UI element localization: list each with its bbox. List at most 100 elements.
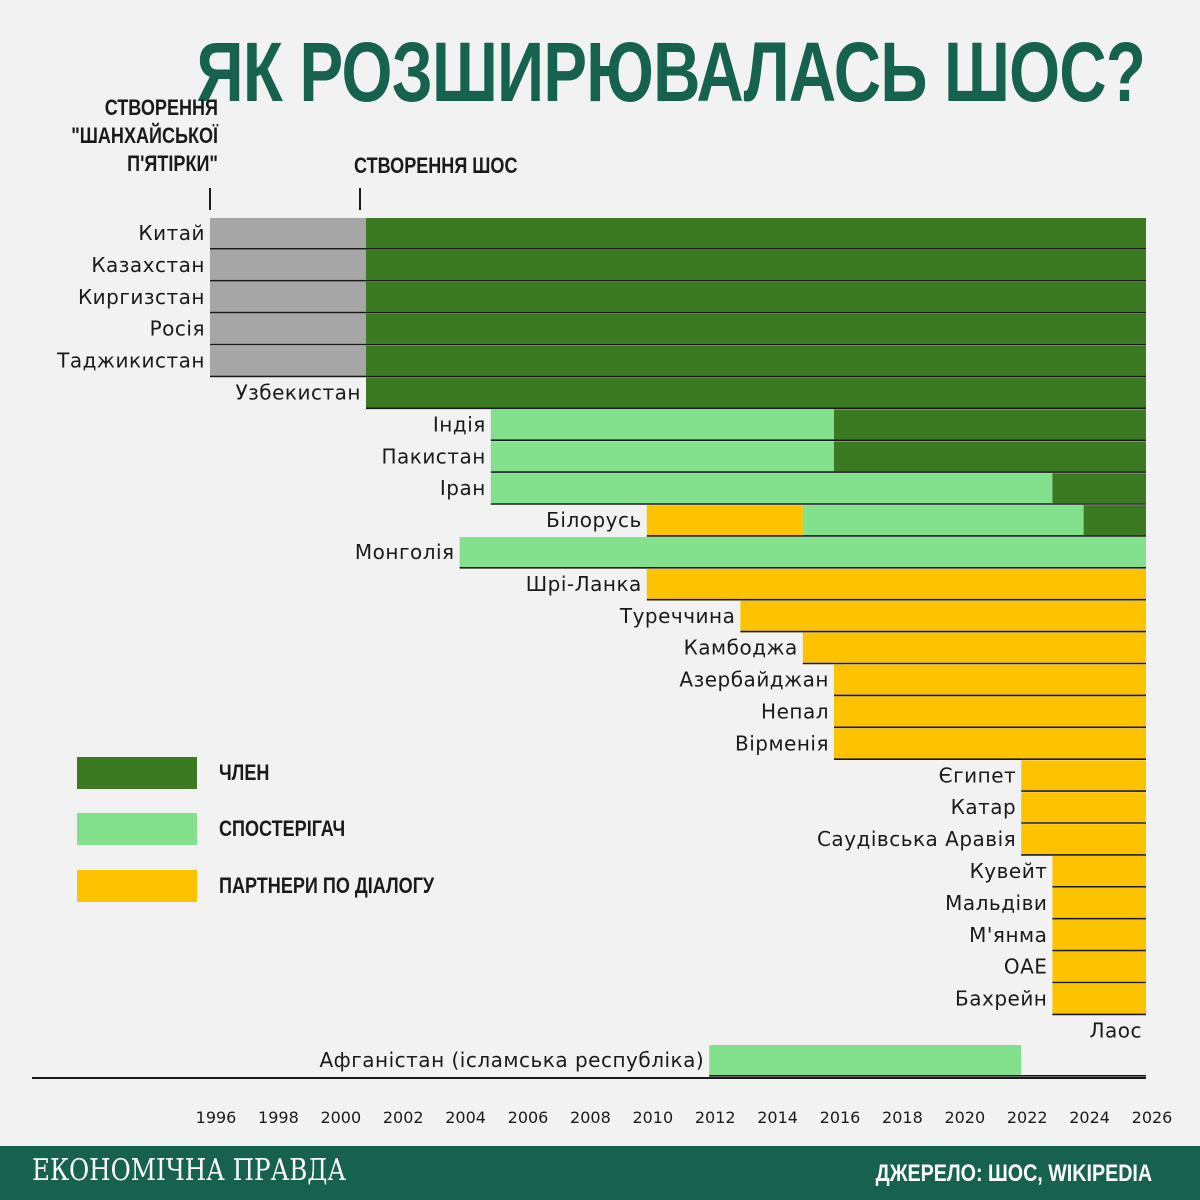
annotation-shanghai-five-line-2: "ШАНХАЙСЬКОЇ [71,123,218,148]
x-tick-2020: 2020 [944,1108,985,1127]
bar-таджикистан-member [366,345,1146,376]
country-label-єгипет: Єгипет [939,763,1017,787]
x-tick-2018: 2018 [882,1108,923,1127]
bar-індія-observer [490,409,834,440]
legend-label-dialogue-partner: ПАРТНЕРИ ПО ДІАЛОГУ [219,873,435,898]
brand-logo: ЕКОНОМІЧНА ПРАВДА [32,1153,346,1188]
country-label-індія: Індія [433,412,486,436]
bar-киргизстан-shanghai-five [210,281,366,312]
country-label-оае: ОАЕ [1004,955,1048,979]
country-label-узбекистан: Узбекистан [235,381,361,405]
bar-кувейт-dialogue-partner [1052,856,1146,886]
x-tick-2026: 2026 [1132,1108,1173,1127]
annotation-sco-founding: СТВОРЕННЯ ШОС [354,153,518,178]
bar-казахстан-member [366,249,1146,280]
x-tick-2002: 2002 [383,1108,424,1127]
bar-м-янма-dialogue-partner [1052,919,1146,950]
bar-росія-shanghai-five [210,313,366,344]
bar-пакистан-observer [490,441,834,472]
x-tick-1998: 1998 [258,1108,299,1127]
legend-swatch-dialogue-partner [77,870,197,902]
country-label-катар: Катар [951,795,1017,819]
annotation-shanghai-five-marker [209,188,211,210]
country-labels-layer: Китай Казахстан Киргизстан Росія Таджикистан… [56,221,1142,1072]
footer-bar [0,1146,1200,1200]
bar-росія-member [366,313,1146,344]
bar-узбекистан-member [366,377,1146,408]
bar-білорусь-dialogue-partner [646,505,803,536]
country-label-азербайджан: Азербайджан [679,668,829,692]
legend-swatch-member [77,757,197,789]
legend-swatch-observer [77,813,197,845]
bar-киргизстан-member [366,281,1146,312]
bar-шрі-ланка-dialogue-partner [646,568,1146,599]
country-label-мальдіви: Мальдіви [945,891,1047,915]
bar-бахрейн-dialogue-partner [1052,983,1146,1014]
country-label-шрі-ланка: Шрі-Ланка [526,572,642,596]
country-label-вірменія: Вірменія [735,731,829,755]
annotation-shanghai-five-line-3: П'ЯТІРКИ" [127,151,218,176]
bar-азербайджан-dialogue-partner [834,664,1146,695]
chart-title: ЯК РОЗШИРЮВАЛАСЬ ШОС? [196,25,1145,119]
bar-афганістан-ісламська-республіка-observer [709,1045,1022,1075]
bar-пакистан-member [834,441,1146,472]
country-label-бахрейн: Бахрейн [955,987,1047,1011]
country-label-м-янма: М'янма [969,923,1047,947]
bar-камбоджа-dialogue-partner [802,632,1146,663]
bar-таджикистан-shanghai-five [210,345,366,376]
country-label-туреччина: Туреччина [619,604,736,628]
bar-монголія-observer [459,537,1147,567]
x-tick-1996: 1996 [196,1108,237,1127]
bar-індія-member [834,409,1146,440]
x-tick-2004: 2004 [445,1108,486,1127]
x-tick-2022: 2022 [1007,1108,1048,1127]
country-label-киргизстан: Киргизстан [78,285,205,309]
bar-туреччина-dialogue-partner [740,600,1146,631]
x-tick-2006: 2006 [508,1108,549,1127]
bar-оае-dialogue-partner [1052,951,1146,982]
bar-китай-shanghai-five [210,218,366,248]
annotation-sco-founding-marker [359,188,361,210]
x-tick-2000: 2000 [320,1108,361,1127]
country-label-лаос: Лаос [1089,1019,1142,1043]
bar-непал-dialogue-partner [834,696,1146,727]
country-label-казахстан: Казахстан [91,253,205,277]
country-label-монголія: Монголія [355,540,455,564]
x-tick-2016: 2016 [820,1108,861,1127]
source-note: ДЖЕРЕЛО: ШОС, WIKIPEDIA [875,1160,1152,1187]
bar-білорусь-observer [802,505,1084,536]
bar-іран-observer [490,473,1053,504]
bar-китай-member [366,218,1146,248]
annotation-shanghai-five: СТВОРЕННЯ "ШАНХАЙСЬКОЇ П'ЯТІРКИ" [71,94,218,178]
bar-єгипет-dialogue-partner [1021,760,1146,791]
timeline-chart: Китай Казахстан Киргизстан Росія Таджикистан… [32,218,1173,1127]
country-label-іран: Іран [440,476,486,500]
bar-мальдіви-dialogue-partner [1052,887,1146,918]
country-label-таджикистан: Таджикистан [56,349,205,373]
country-label-китай: Китай [138,221,205,245]
bar-саудівська-аравія-dialogue-partner [1021,824,1146,855]
bars-layer [210,218,1147,1077]
x-tick-2012: 2012 [695,1108,736,1127]
country-label-кувейт: Кувейт [970,859,1048,883]
bar-вірменія-dialogue-partner [834,728,1146,759]
x-tick-labels: 1996 1998 2000 2002 2004 2006 2008 2010 2012 2014… [196,1108,1173,1127]
country-label-камбоджа: Камбоджа [684,636,798,660]
bar-білорусь-member [1083,505,1146,536]
country-label-білорусь: Білорусь [546,508,642,532]
country-label-непал: Непал [761,700,829,724]
x-tick-2014: 2014 [757,1108,798,1127]
legend-label-member: ЧЛЕН [219,760,270,785]
x-tick-2010: 2010 [632,1108,673,1127]
x-tick-2008: 2008 [570,1108,611,1127]
country-label-саудівська-аравія: Саудівська Аравія [817,827,1016,851]
country-label-пакистан: Пакистан [381,444,485,468]
bar-катар-dialogue-partner [1021,792,1146,823]
bar-іран-member [1052,473,1146,504]
legend-label-observer: СПОСТЕРІГАЧ [219,816,346,841]
bar-казахстан-shanghai-five [210,249,366,280]
country-label-росія: Росія [150,317,205,341]
annotation-shanghai-five-line-1: СТВОРЕННЯ [104,95,218,120]
x-tick-2024: 2024 [1069,1108,1110,1127]
country-label-афганістан-ісламська-республіка: Афганістан (ісламська республіка) [319,1048,704,1072]
